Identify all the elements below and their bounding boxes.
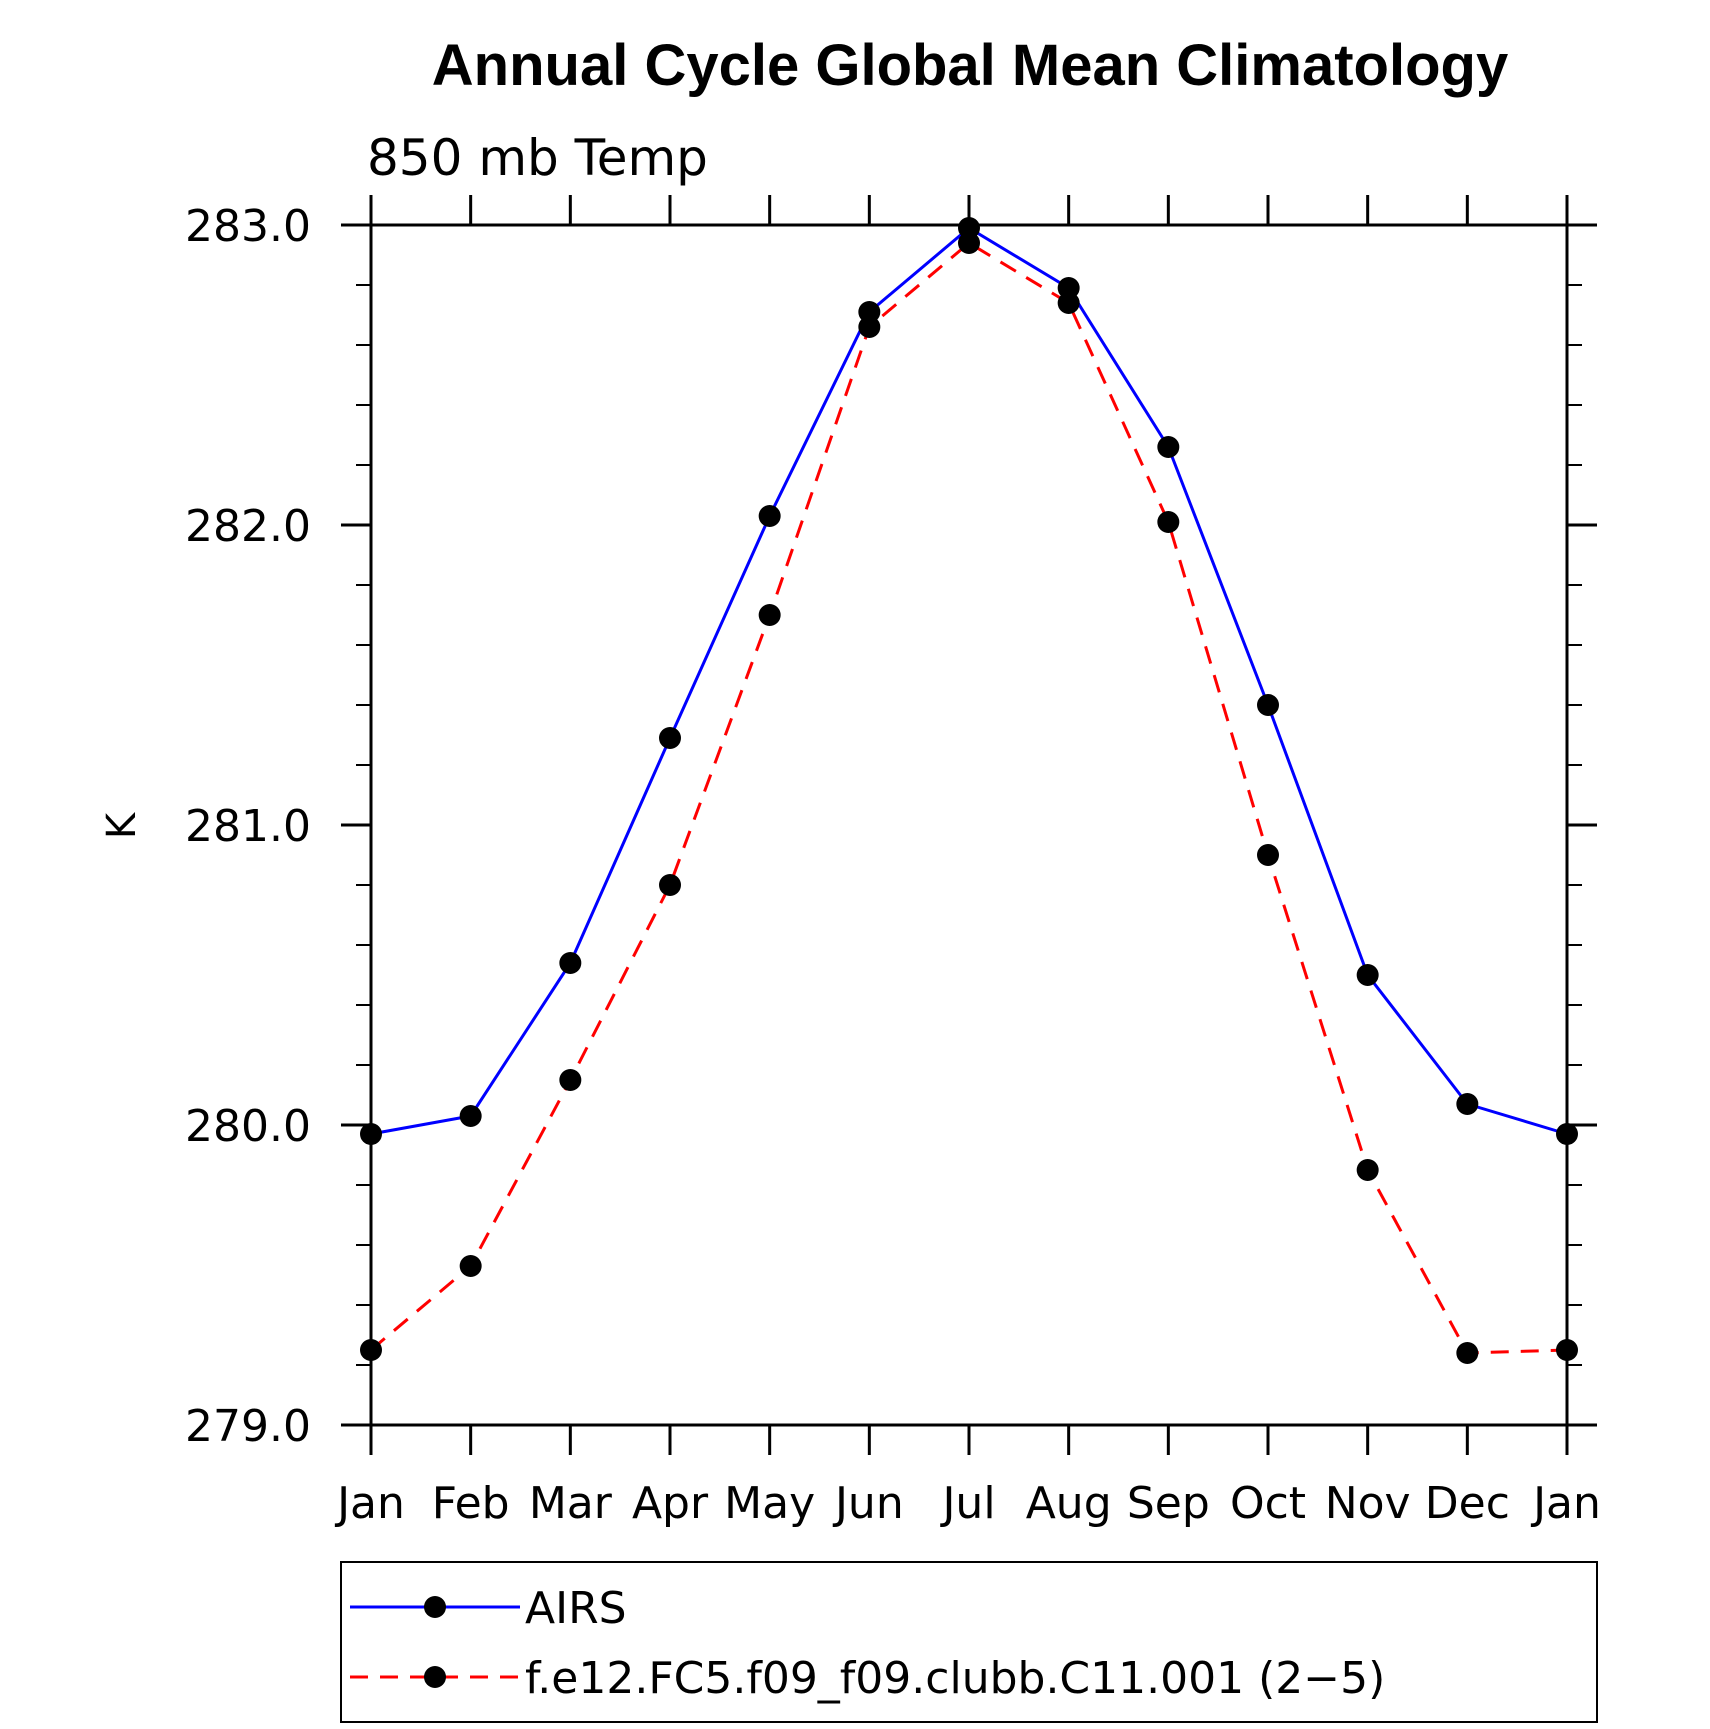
airs-data-point [758,505,781,527]
airs-data-point [459,1105,482,1127]
x-tick-label: Sep [1127,1478,1210,1529]
x-tick-label: Mar [529,1478,613,1529]
model-data-point [1556,1339,1578,1361]
chart-subtitle: 850 mb Temp [367,129,708,187]
x-tick-label: Jul [939,1478,995,1529]
airs-data-point [1456,1093,1479,1115]
model-data-point [1356,1159,1379,1181]
y-tick-label: 280.0 [185,1101,311,1152]
y-tick-label: 281.0 [185,801,311,852]
plot-frame [369,223,1569,1427]
airs-data-point [360,1123,382,1145]
y-axis-label: K [99,811,145,839]
model-data-point [659,874,681,896]
x-tick-label: Nov [1325,1478,1411,1529]
x-tick-label: Dec [1425,1478,1510,1529]
series-model-line [370,241,1568,1355]
legend-box [340,1561,1598,1723]
x-tick-label: Jun [832,1478,904,1529]
model-data-point [459,1255,482,1277]
airs-data-point [659,727,681,749]
x-tick-label: Feb [432,1478,510,1529]
airs-data-point [559,952,582,974]
airs-data-point [1157,436,1180,458]
x-tick-label: Jan [334,1478,405,1529]
legend-airs-marker [424,1596,446,1618]
airs-data-point [1257,694,1279,716]
x-tick-label: Oct [1230,1478,1306,1529]
y-tick-label: 283.0 [185,201,311,252]
model-data-point [1057,292,1080,314]
airs-data-point [1356,964,1379,986]
chart-title: Annual Cycle Global Mean Climatology [432,33,1508,98]
legend-model-label: f.e12.FC5.f09_f09.clubb.C11.001 (2−5) [525,1653,1385,1704]
series-airs-line [370,226,1568,1136]
legend: AIRS f.e12.FC5.f09_f09.clubb.C11.001 (2−… [340,1561,1598,1723]
model-data-point [559,1069,582,1091]
legend-airs-label: AIRS [525,1583,627,1634]
x-tick-label: Aug [1026,1478,1112,1529]
model-data-point [958,232,980,254]
x-tick-label: Jan [1530,1478,1601,1529]
legend-model-marker [424,1666,446,1688]
model-data-point [758,604,781,626]
airs-data-point [1556,1123,1578,1145]
model-data-point [1456,1342,1479,1364]
y-tick-label: 282.0 [185,501,311,552]
x-tick-label: Apr [632,1478,709,1529]
y-tick-label: 279.0 [185,1401,311,1452]
x-tick-label: May [724,1478,815,1529]
model-data-point [1257,844,1279,866]
model-data-point [1157,511,1180,533]
model-data-point [858,316,881,338]
model-data-point [360,1339,382,1361]
